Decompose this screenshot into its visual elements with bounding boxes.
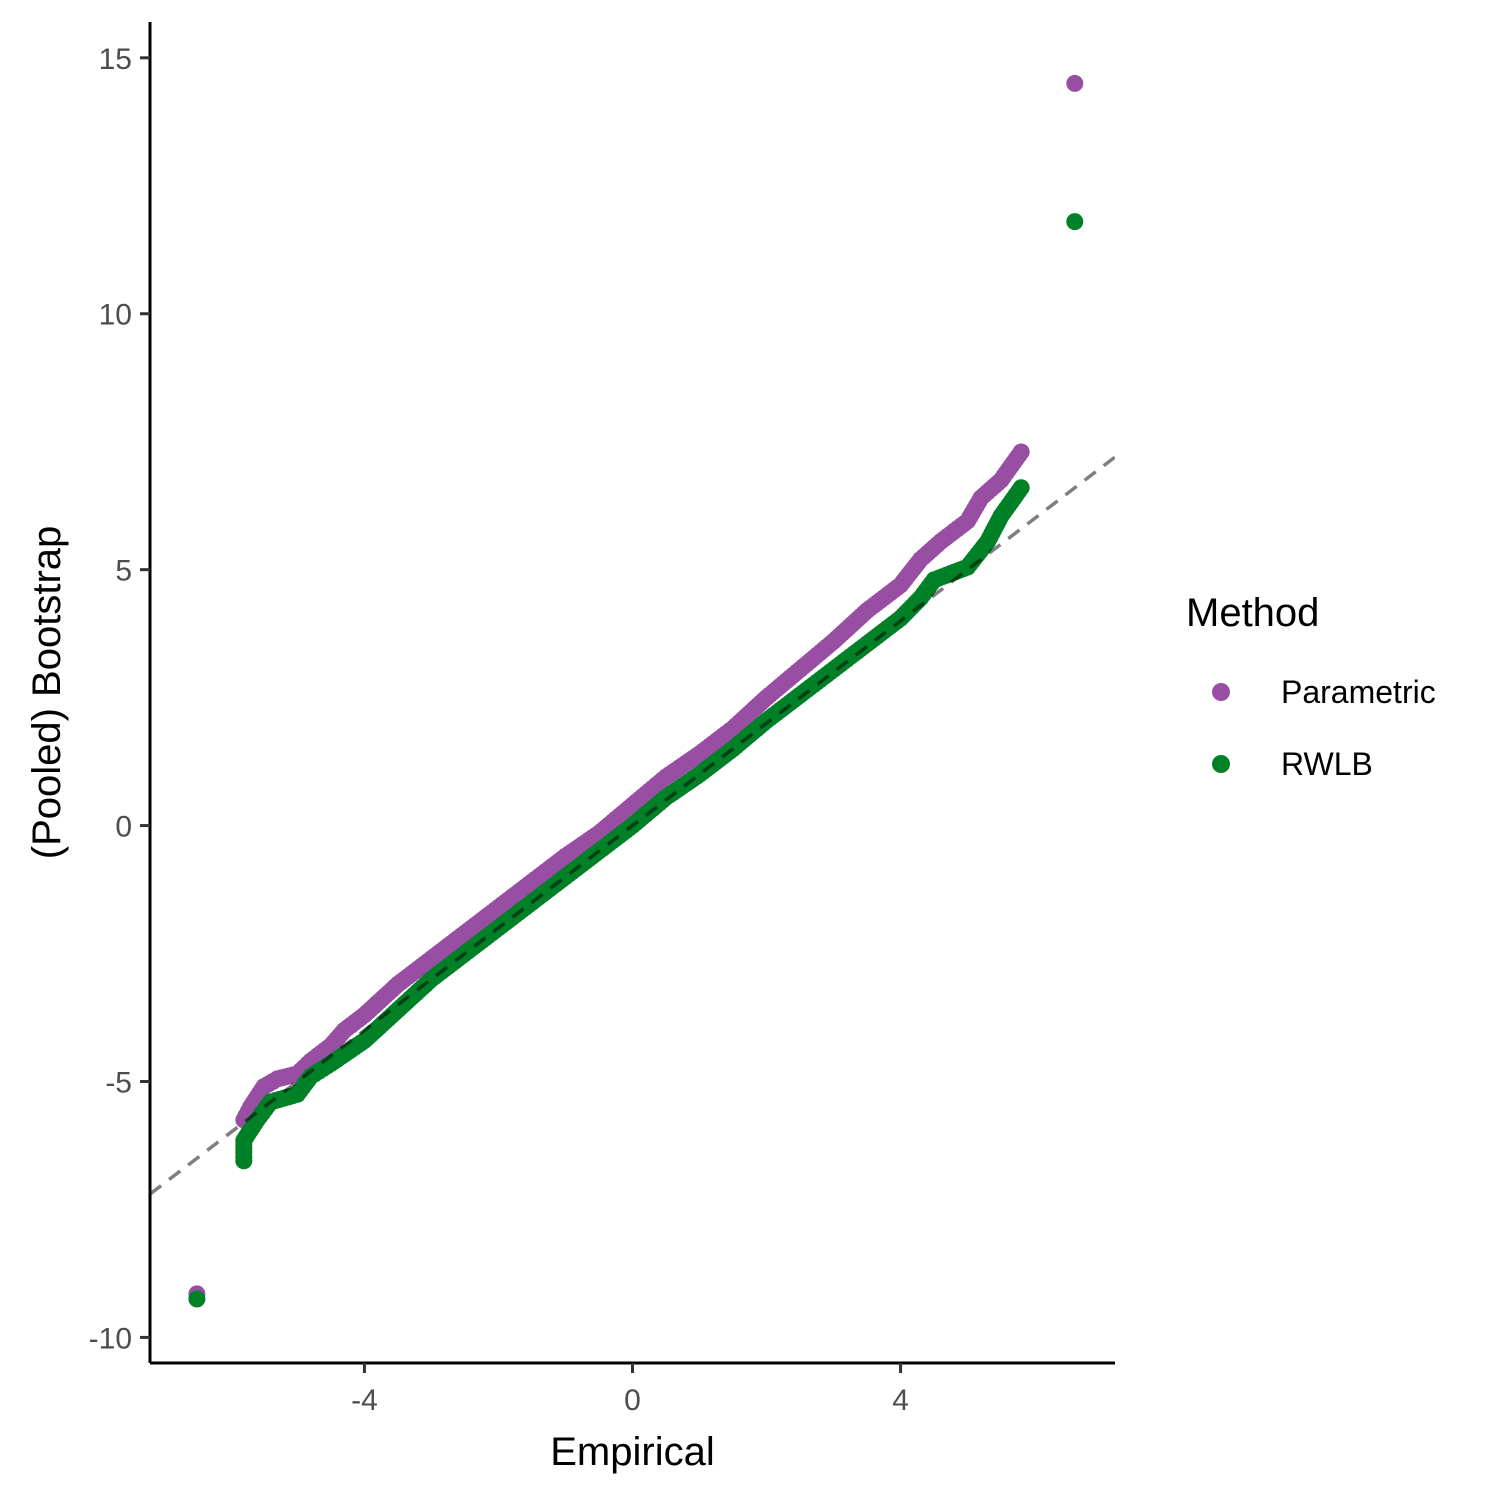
identity-reference-line	[150, 455, 1115, 1196]
y-tick-label: 10	[99, 299, 132, 332]
x-tick-label: 0	[624, 1384, 641, 1417]
y-axis-ticks: -10 -5 0 5 10 15	[89, 43, 150, 1355]
y-tick-label: 15	[99, 43, 132, 76]
data-point	[188, 1290, 206, 1308]
legend: Method Parametric RWLB	[1186, 591, 1436, 782]
y-tick-label: -10	[89, 1322, 132, 1355]
x-axis-title: Empirical	[550, 1430, 714, 1474]
legend-key-rwlb	[1212, 755, 1230, 773]
x-tick-label: -4	[351, 1384, 378, 1417]
series-rwlb	[188, 213, 1084, 1308]
legend-title: Method	[1186, 591, 1319, 635]
legend-items: Parametric RWLB	[1212, 674, 1436, 782]
x-tick-label: 4	[892, 1384, 909, 1417]
data-point	[1012, 443, 1030, 461]
data-point	[1066, 213, 1084, 231]
plot-area	[150, 74, 1115, 1308]
y-axis-title: (Pooled) Bootstrap	[25, 526, 69, 860]
y-tick-label: 5	[115, 555, 132, 588]
series-parametric	[188, 74, 1084, 1303]
y-tick-label: -5	[105, 1066, 132, 1099]
data-point	[1012, 479, 1030, 497]
y-tick-label: 0	[115, 811, 132, 844]
legend-key-parametric	[1212, 683, 1230, 701]
legend-label-rwlb: RWLB	[1281, 746, 1373, 782]
data-point	[1066, 74, 1084, 92]
legend-label-parametric: Parametric	[1281, 674, 1436, 710]
x-axis-ticks: -4 0 4	[351, 1363, 909, 1417]
